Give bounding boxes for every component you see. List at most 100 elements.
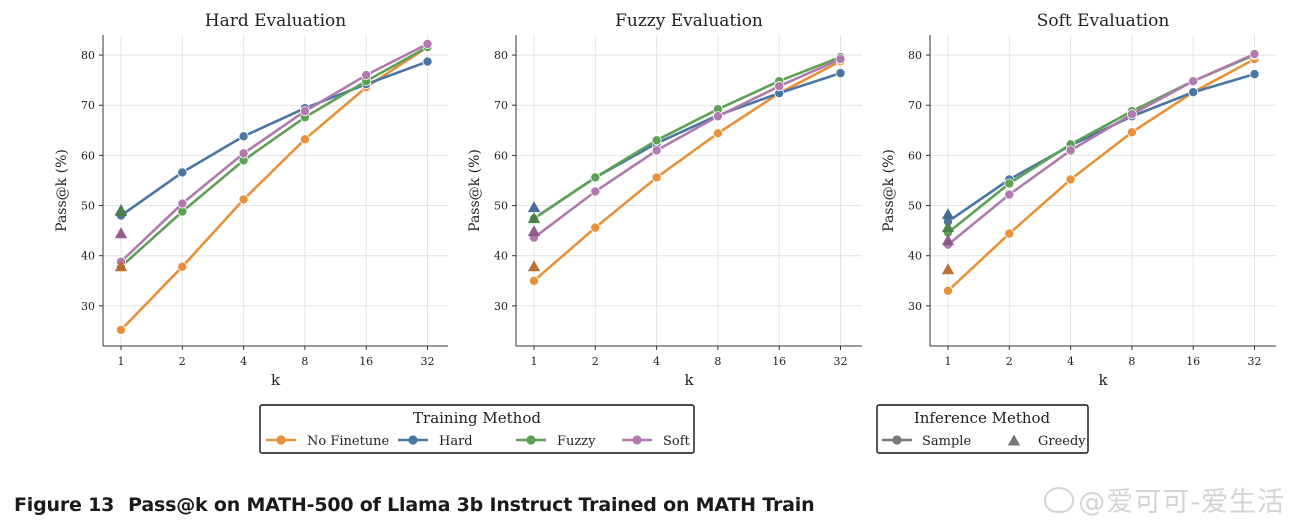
- x-tick-label: 32: [421, 355, 435, 368]
- sample-point: [651, 135, 662, 146]
- sample-point: [651, 172, 662, 183]
- x-axis-label: k: [271, 371, 281, 389]
- sample-point: [299, 106, 310, 117]
- y-axis-label: Pass@k (%): [467, 149, 483, 232]
- sample-point: [1004, 178, 1015, 189]
- y-tick-label: 30: [908, 300, 922, 313]
- x-tick-label: 2: [592, 355, 599, 368]
- sample-point: [1004, 189, 1015, 200]
- x-tick-label: 1: [118, 355, 125, 368]
- x-tick-label: 32: [834, 355, 848, 368]
- sample-point: [1249, 69, 1260, 80]
- y-tick-label: 40: [81, 250, 95, 263]
- caption-number: Figure 13: [14, 494, 115, 516]
- x-tick-label: 8: [301, 355, 308, 368]
- y-tick-label: 40: [908, 250, 922, 263]
- sample-point: [1065, 174, 1076, 185]
- legend-inference-method: Inference Method Sample Greedy: [876, 404, 1089, 454]
- x-axis-label: k: [684, 371, 694, 389]
- y-tick-label: 60: [81, 149, 95, 162]
- sample-point: [238, 194, 249, 205]
- panel-3: 30 40 50 60 70 80 1 2 4 8 16 32 Soft Evaluation k Pass…: [881, 11, 1276, 389]
- y-axis-label: Pass@k (%): [881, 149, 897, 232]
- sample-point: [1188, 76, 1199, 87]
- series-line-no-finetune: [947, 57, 1256, 292]
- x-axis-label: k: [1098, 371, 1108, 389]
- sample-point: [529, 275, 540, 286]
- sample-point: [1249, 49, 1260, 60]
- watermark: @爱可可-爱生活: [1044, 480, 1285, 519]
- sample-point: [651, 145, 662, 156]
- legend-marker: [276, 435, 286, 445]
- series-line-hard: [947, 72, 1255, 223]
- series-line-hard: [120, 60, 428, 217]
- y-axis-label: Pass@k (%): [54, 149, 70, 232]
- series-line-soft: [947, 52, 1256, 246]
- sample-point: [1126, 127, 1137, 138]
- legend-marker: [526, 435, 536, 445]
- legend-marker: [632, 435, 642, 445]
- series-line-fuzzy: [120, 45, 429, 268]
- sample-point: [422, 39, 433, 50]
- series-line-soft: [120, 42, 429, 263]
- watermark-text: @爱可可-爱生活: [1078, 487, 1285, 518]
- caption-text: Pass@k on MATH-500 of Llama 3b Instruct …: [128, 494, 815, 516]
- sample-point: [835, 68, 846, 79]
- legend-inference-box: [876, 404, 1089, 454]
- x-tick-label: 16: [359, 355, 373, 368]
- legend-item-label: Sample: [922, 434, 971, 449]
- x-tick-label: 8: [714, 355, 721, 368]
- y-tick-label: 70: [494, 99, 508, 112]
- sample-point: [238, 131, 249, 142]
- series-line-no-finetune: [533, 59, 842, 282]
- panel-1: 30 40 50 60 70 80 1 2 4 8 16 32 Hard Evaluation k Pass…: [54, 11, 448, 389]
- y-tick-label: 80: [81, 49, 95, 62]
- y-tick-label: 50: [81, 200, 95, 213]
- x-tick-label: 4: [653, 355, 660, 368]
- greedy-point-soft: [527, 225, 541, 237]
- legend-marker-circle: [892, 435, 902, 445]
- x-tick-label: 32: [1248, 355, 1262, 368]
- x-tick-label: 4: [240, 355, 247, 368]
- greedy-point-fuzzy: [527, 212, 541, 224]
- series-line-soft: [533, 57, 842, 239]
- panel-title: Hard Evaluation: [205, 11, 347, 31]
- legend-item-label: No Finetune: [307, 434, 390, 449]
- y-tick-label: 80: [908, 49, 922, 62]
- sample-point: [177, 167, 188, 178]
- x-tick-label: 1: [945, 355, 952, 368]
- sample-point: [590, 172, 601, 183]
- sample-point: [1004, 228, 1015, 239]
- x-tick-label: 16: [1186, 355, 1200, 368]
- sample-point: [712, 128, 723, 139]
- y-tick-label: 60: [494, 149, 508, 162]
- greedy-point-hard: [941, 208, 955, 220]
- legend-training-method: Training Method No Finetune Hard Fuzzy Soft: [259, 404, 695, 454]
- y-tick-label: 60: [908, 149, 922, 162]
- y-tick-label: 40: [494, 250, 508, 263]
- sample-point: [116, 324, 127, 335]
- sample-point: [590, 222, 601, 233]
- weibo-logo-icon: [1044, 487, 1075, 513]
- x-tick-label: 8: [1128, 355, 1135, 368]
- legend-item-label: Greedy: [1038, 434, 1086, 449]
- y-tick-label: 80: [494, 49, 508, 62]
- panel-2: 30 40 50 60 70 80 1 2 4 8 16 32 Fuzzy Evaluation k Pas…: [467, 11, 862, 389]
- y-tick-label: 70: [81, 99, 95, 112]
- legend-training-title: Training Method: [413, 409, 541, 427]
- y-tick-label: 30: [81, 300, 95, 313]
- greedy-point-no-finetune: [527, 260, 541, 272]
- sample-point: [361, 70, 372, 81]
- sample-point: [238, 148, 249, 159]
- legend-item-label: Hard: [439, 434, 473, 449]
- y-tick-label: 30: [494, 300, 508, 313]
- sample-point: [835, 54, 846, 65]
- series-line-no-finetune: [120, 45, 429, 331]
- greedy-point-fuzzy: [941, 221, 955, 233]
- sample-point: [590, 186, 601, 197]
- sample-point: [1065, 145, 1076, 156]
- x-tick-label: 2: [1006, 355, 1013, 368]
- legend-marker-triangle: [1007, 434, 1021, 446]
- greedy-point-hard: [527, 201, 541, 213]
- sample-point: [943, 285, 954, 296]
